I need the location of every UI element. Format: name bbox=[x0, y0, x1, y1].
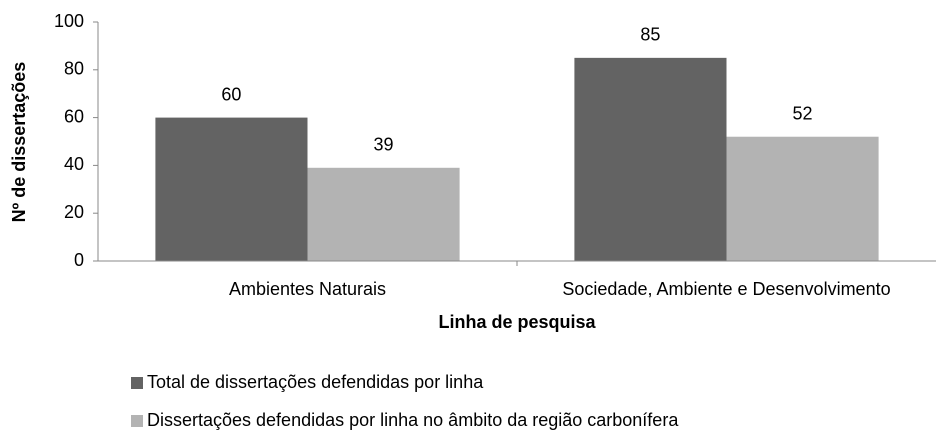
x-axis-label: Linha de pesquisa bbox=[438, 312, 596, 332]
y-tick-label: 40 bbox=[64, 154, 84, 174]
y-tick-label: 60 bbox=[64, 106, 84, 126]
legend-swatch bbox=[131, 415, 143, 427]
data-label: 60 bbox=[221, 84, 241, 104]
bar bbox=[307, 167, 460, 261]
x-tick-label: Ambientes Naturais bbox=[229, 279, 386, 299]
y-tick-label: 20 bbox=[64, 202, 84, 222]
legend-swatch bbox=[131, 377, 143, 389]
x-tick-label: Sociedade, Ambiente e Desenvolvimento bbox=[562, 279, 890, 299]
y-tick-label: 0 bbox=[74, 250, 84, 270]
bar bbox=[574, 57, 727, 261]
y-axis-label: Nº de dissertações bbox=[9, 62, 29, 223]
data-label: 52 bbox=[793, 103, 813, 123]
bar bbox=[726, 136, 879, 261]
y-tick-label: 100 bbox=[54, 11, 84, 31]
y-tick-label: 80 bbox=[64, 59, 84, 79]
legend-label: Total de dissertações defendidas por lin… bbox=[147, 372, 484, 392]
data-label: 39 bbox=[374, 135, 394, 155]
bar bbox=[155, 117, 308, 261]
legend-label: Dissertações defendidas por linha no âmb… bbox=[147, 410, 679, 430]
data-label: 85 bbox=[640, 25, 660, 45]
